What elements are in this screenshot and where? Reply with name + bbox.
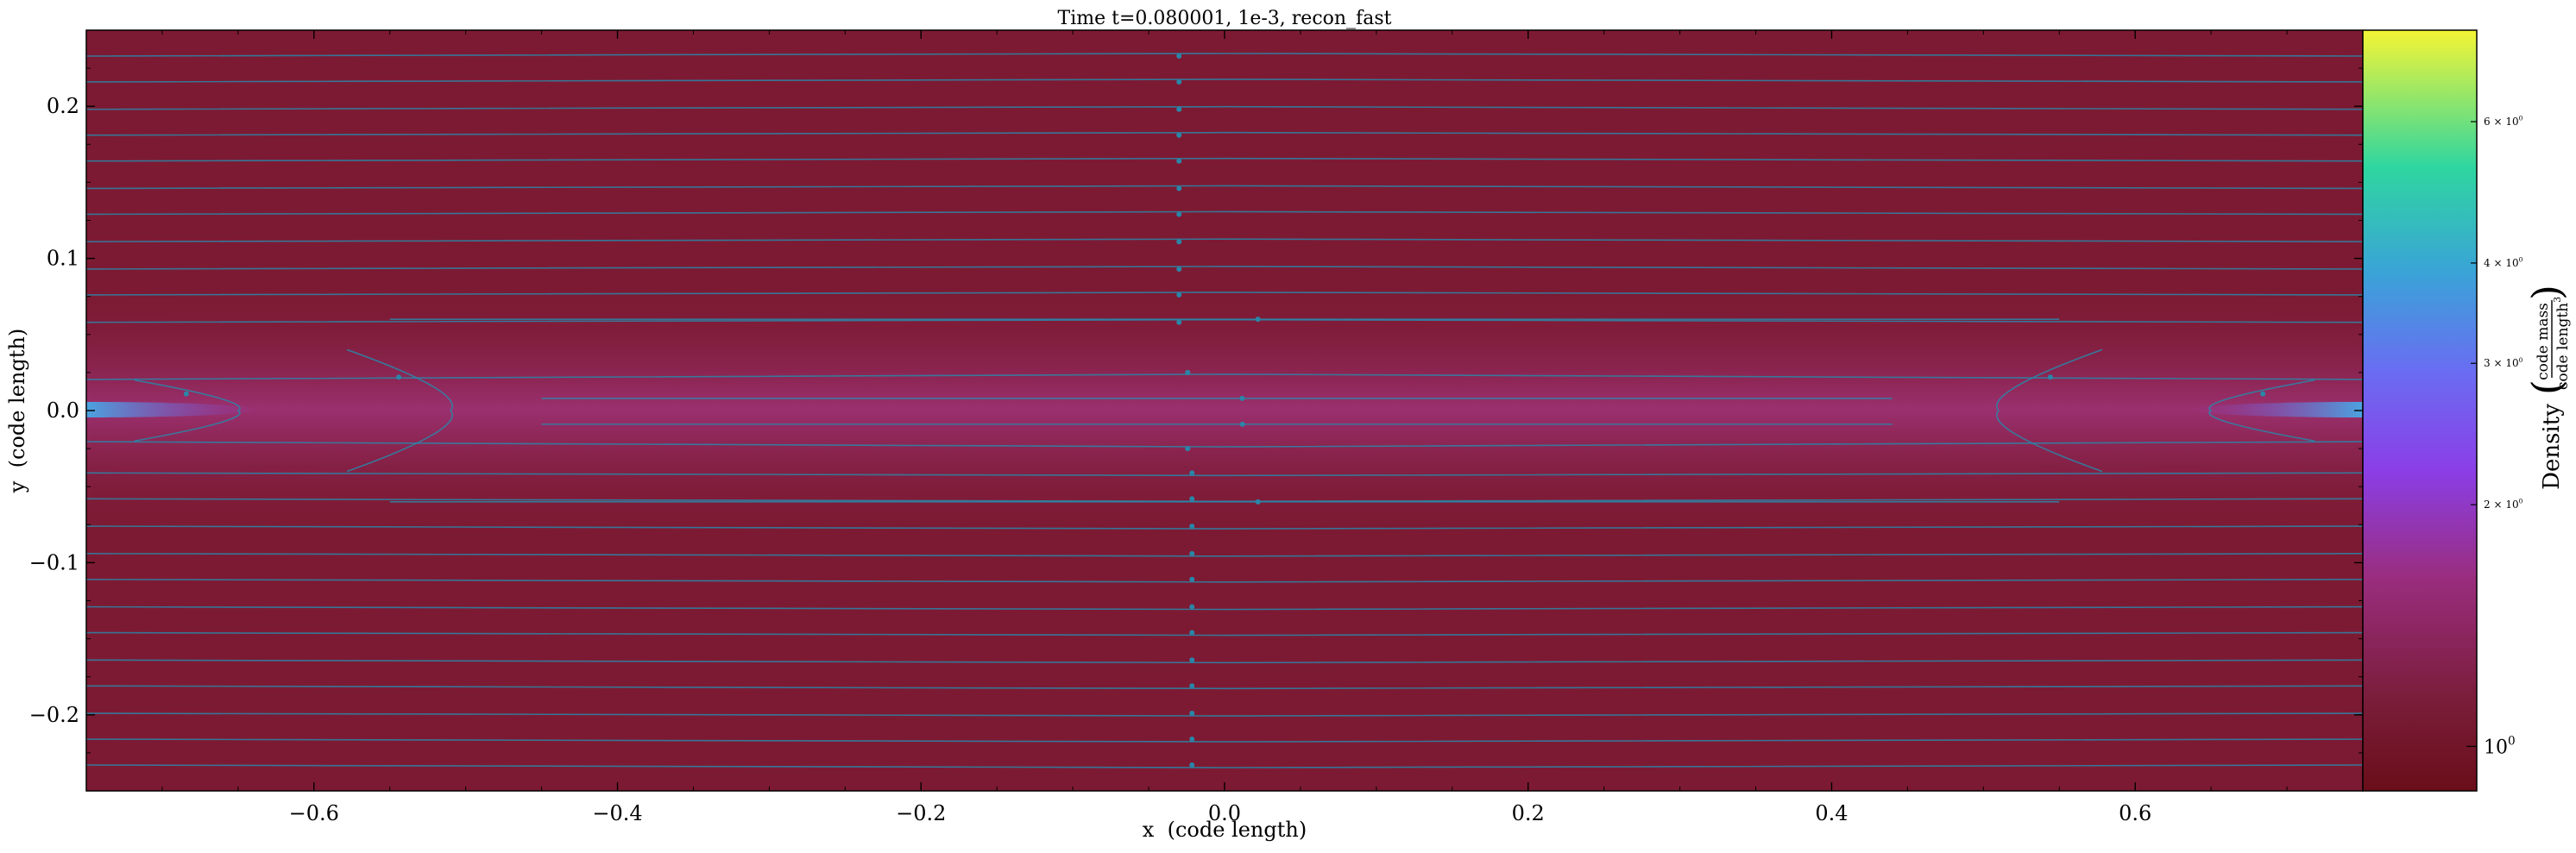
colorbar-tick-label: 2 × 100 xyxy=(2484,498,2523,511)
streamline-arrow xyxy=(1189,550,1195,556)
colorbar-label-numerator: code mass xyxy=(2535,303,2552,380)
streamline-arrow xyxy=(1176,292,1182,298)
streamline-arrow xyxy=(1189,470,1195,476)
colorbar-label-paren-open: ( xyxy=(2523,379,2570,395)
x-tick-label: −0.4 xyxy=(592,801,642,825)
colorbar-label: Density ( code mass code length3 ) xyxy=(2523,285,2572,490)
chart-title: Time t=0.080001, 1e-3, recon_fast xyxy=(1058,8,1392,29)
streamline-arrow xyxy=(2047,374,2053,380)
streamline-arrow xyxy=(183,391,189,397)
streamline-arrow xyxy=(1189,711,1195,717)
colorbar-tick-label: 4 × 100 xyxy=(2484,256,2523,269)
streamline-arrow xyxy=(1176,106,1182,112)
left-density-hotspot xyxy=(86,402,259,417)
streamline-arrow xyxy=(1176,319,1182,325)
colorbar-tick-label: 6 × 100 xyxy=(2484,115,2523,128)
y-axis-label: y (code length) xyxy=(5,329,29,493)
plot-area xyxy=(86,30,2363,791)
x-axis-ticks: −0.6 −0.4 −0.2 0.0 0.2 0.4 0.6 xyxy=(85,30,2364,825)
streamline-arrow xyxy=(1189,524,1195,530)
current-sheet-glow xyxy=(86,285,2363,535)
x-tick-label: 0.4 xyxy=(1815,801,1848,825)
right-density-hotspot xyxy=(2190,402,2363,417)
streamline-arrow xyxy=(1189,604,1195,610)
streamline-arrow xyxy=(1189,762,1195,768)
y-tick-label: 0.1 xyxy=(47,247,79,271)
y-tick-label: 0.2 xyxy=(47,94,79,118)
colorbar-label-denominator-exp: 3 xyxy=(2552,297,2563,303)
x-tick-label: −0.6 xyxy=(289,801,339,825)
streamline-arrow xyxy=(1176,211,1182,217)
streamline-arrow xyxy=(396,374,402,380)
colorbar xyxy=(2362,29,2478,792)
streamline-arrow xyxy=(1176,266,1182,272)
streamline-arrow xyxy=(1239,421,1245,427)
streamline-arrow xyxy=(1185,369,1191,375)
colorbar-tick-label: 100 xyxy=(2484,734,2516,758)
x-point-loop xyxy=(1996,348,2103,473)
streamline-arrow xyxy=(1189,576,1195,582)
colorbar-label-denominator: code length3 xyxy=(2552,297,2572,390)
x-tick-label: 0.6 xyxy=(2119,801,2151,825)
colorbar-label-denominator-base: code length xyxy=(2554,303,2572,390)
streamline-arrow xyxy=(1189,630,1195,636)
streamline-arrow xyxy=(2260,391,2266,397)
x-point-loop xyxy=(346,348,453,473)
x-tick-label: 0.0 xyxy=(1208,801,1241,825)
streamline-arrow xyxy=(1185,446,1191,452)
streamline-arrow xyxy=(1255,499,1261,505)
streamline-arrow xyxy=(1239,395,1245,401)
x-tick-label: −0.2 xyxy=(896,801,946,825)
streamline-arrow xyxy=(1176,158,1182,164)
streamline-arrow xyxy=(1189,496,1195,502)
streamline-arrow xyxy=(1255,317,1261,323)
y-tick-label: −0.1 xyxy=(29,550,79,574)
y-axis-ticks: 0.2 0.1 0.0 −0.1 −0.2 xyxy=(29,29,2363,792)
streamline-arrow xyxy=(1189,657,1195,663)
streamline-arrow xyxy=(1176,239,1182,245)
x-tick-label: 0.2 xyxy=(1512,801,1545,825)
streamline-arrow xyxy=(1176,185,1182,191)
x-point-loop xyxy=(2208,379,2315,442)
streamline-arrow xyxy=(1189,683,1195,689)
y-tick-label: 0.0 xyxy=(47,398,79,423)
y-tick-label: −0.2 xyxy=(29,703,79,727)
streamline-arrow xyxy=(1176,132,1182,138)
streamline-arrow xyxy=(1189,737,1195,743)
streamline-arrow xyxy=(1176,53,1182,59)
colorbar-ticks: 100 2 × 100 3 × 100 4 × 100 6 × 100 xyxy=(2466,115,2523,758)
colorbar-tick-label: 3 × 100 xyxy=(2484,356,2523,369)
colorbar-label-main: Density xyxy=(2539,404,2565,490)
x-axis-label: x (code length) xyxy=(1143,818,1307,842)
colorbar-label-paren-close: ) xyxy=(2523,285,2570,300)
streamline-arrow xyxy=(1176,78,1182,85)
x-point-loop xyxy=(134,379,241,442)
